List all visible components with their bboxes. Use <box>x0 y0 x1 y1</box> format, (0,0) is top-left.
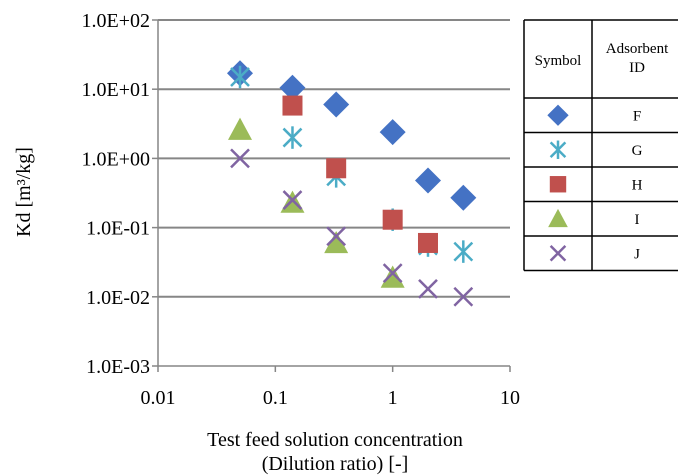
y-tick-label-1: 1.0E+01 <box>82 79 151 101</box>
legend-symbol-I <box>548 208 568 228</box>
legend-symbol-F <box>547 104 569 126</box>
x-tick-label-2: 1 <box>388 387 398 409</box>
point-J-4 <box>418 279 438 299</box>
point-H-1 <box>326 158 347 179</box>
x-tick-label-1: 0.1 <box>263 387 288 409</box>
legend-symbol-J <box>549 244 567 262</box>
point-F-1 <box>279 74 306 101</box>
point-F-2 <box>323 91 350 118</box>
point-F-4 <box>414 167 441 194</box>
legend-label-J: J <box>634 246 640 262</box>
legend-header-id: Adsorbent ID <box>606 41 669 76</box>
point-J-0 <box>230 148 250 169</box>
point-G-1 <box>282 126 303 149</box>
point-G-5 <box>453 240 474 263</box>
point-H-2 <box>382 209 403 230</box>
point-J-5 <box>453 286 474 307</box>
point-G-0 <box>230 65 250 89</box>
point-J-1 <box>282 190 303 210</box>
legend-header-symbol: Symbol <box>535 53 582 69</box>
x-axis-label-line-2: (Dilution ratio) [-] <box>262 453 409 475</box>
y-tick-label-0: 1.0E+02 <box>82 10 151 32</box>
point-I-2 <box>324 230 349 254</box>
legend-label-I: I <box>635 212 640 228</box>
data-points <box>227 60 477 307</box>
point-I-3 <box>380 265 405 288</box>
point-J-3 <box>382 263 403 283</box>
y-tick-label-3: 1.0E-01 <box>86 218 150 240</box>
point-I-0 <box>228 117 253 140</box>
point-H-0 <box>282 95 303 116</box>
y-tick-label-4: 1.0E-02 <box>86 287 150 309</box>
point-H-3 <box>417 232 438 253</box>
axes <box>152 19 511 372</box>
x-tick-label-3: 10 <box>500 387 520 409</box>
x-tick-label-0: 0.01 <box>141 387 176 409</box>
point-J-2 <box>326 226 347 247</box>
legend: Symbol Adsorbent ID F G H I J <box>523 19 678 272</box>
point-F-3 <box>379 119 406 146</box>
tick-labels: 1.0E+02 1.0E+01 1.0E+00 1.0E-01 1.0E-02 1.0E-… <box>82 10 521 409</box>
point-F-5 <box>450 184 477 211</box>
legend-label-H: H <box>632 177 643 193</box>
legend-symbol-G <box>549 140 567 159</box>
legend-symbol-H <box>549 176 567 193</box>
y-axis-label: Kd [m³/kg] <box>13 147 35 237</box>
legend-label-G: G <box>632 143 643 159</box>
legend-label-F: F <box>633 108 641 124</box>
x-axis-label-line-1: Test feed solution concentration <box>207 429 463 451</box>
y-tick-label-5: 1.0E-03 <box>86 356 150 378</box>
y-tick-label-2: 1.0E+00 <box>82 148 151 170</box>
